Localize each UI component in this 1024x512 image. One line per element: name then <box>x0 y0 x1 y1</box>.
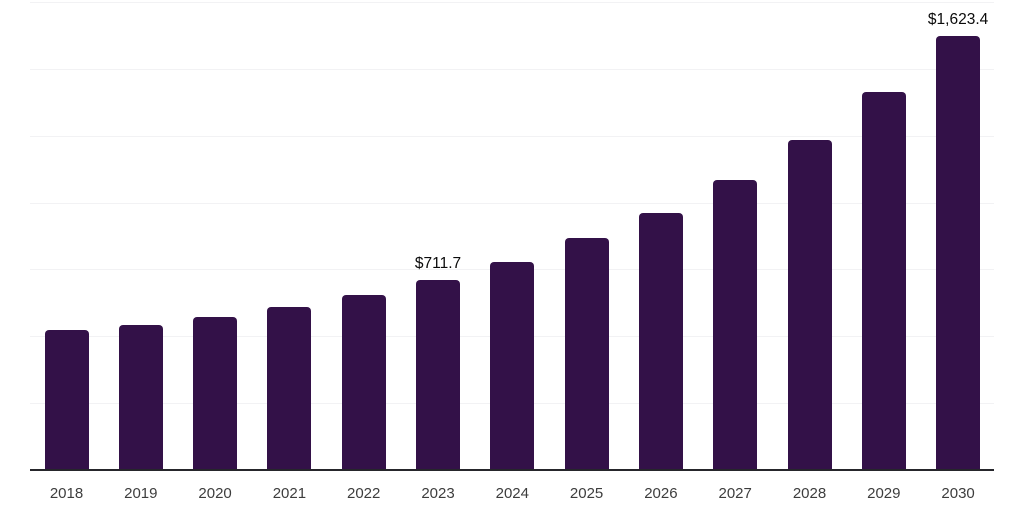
x-tick-label-2027: 2027 <box>718 485 752 502</box>
gridline-1250 <box>30 135 994 137</box>
bar-2030 <box>936 35 981 470</box>
bar-2023 <box>416 279 460 470</box>
x-tick-label-2022: 2022 <box>347 485 381 502</box>
x-tick-label-2030: 2030 <box>941 485 975 502</box>
x-tick-label-2023: 2023 <box>421 485 455 502</box>
gridline-1750 <box>30 2 994 3</box>
gridline-1000 <box>30 202 994 204</box>
x-tick-label-2026: 2026 <box>644 485 678 502</box>
x-axis-line <box>30 469 994 471</box>
x-tick-label-2029: 2029 <box>867 485 901 502</box>
x-tick-label-2028: 2028 <box>792 485 827 502</box>
x-tick-label-2018: 2018 <box>49 485 84 502</box>
bar-2019 <box>118 324 163 470</box>
value-label-2030: $1,623.4 <box>927 10 989 28</box>
bar-2029 <box>861 91 906 470</box>
plot-area: $711.7 $1,623.4 2018 2019 2020 2021 2022 2023 2… <box>30 0 994 512</box>
x-tick-label-2020: 2020 <box>198 485 232 502</box>
bar-2026 <box>638 212 683 470</box>
bar-2021 <box>267 307 312 470</box>
bar-2018 <box>44 330 89 470</box>
x-tick-label-2021: 2021 <box>272 485 307 502</box>
bar-2027 <box>713 179 758 470</box>
bar-2025 <box>564 238 609 470</box>
bar-2028 <box>787 139 832 470</box>
x-tick-label-2025: 2025 <box>569 485 604 502</box>
bar-2024 <box>490 261 535 470</box>
gridline-1500 <box>30 68 994 70</box>
bar-2022 <box>341 294 386 470</box>
bar-2020 <box>193 316 238 470</box>
x-tick-label-2019: 2019 <box>124 485 158 502</box>
x-tick-label-2024: 2024 <box>495 485 529 502</box>
value-label-2023: $711.7 <box>414 254 462 272</box>
